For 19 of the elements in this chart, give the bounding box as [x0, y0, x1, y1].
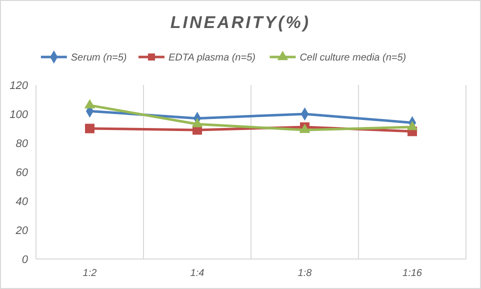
- point: [192, 118, 203, 128]
- legend-label: Serum (n=5): [70, 52, 127, 64]
- x-tick-label: 1:8: [298, 268, 312, 279]
- legend-label: Cell culture media (n=5): [300, 52, 406, 64]
- y-tick-label: 20: [14, 224, 29, 237]
- y-tick-label: 100: [10, 108, 29, 121]
- y-tick-label: 80: [16, 138, 29, 150]
- y-tick-label: 60: [16, 166, 29, 179]
- y-tick-label: 40: [16, 196, 29, 208]
- legend-label: EDTA plasma (n=5): [168, 52, 256, 64]
- x-tick-label: 1:16: [402, 268, 422, 279]
- x-tick-label: 1:4: [190, 268, 205, 279]
- point: [85, 124, 94, 134]
- x-tick-label: 1:2: [82, 268, 98, 279]
- y-tick-label: 0: [22, 254, 29, 266]
- point: [406, 120, 418, 130]
- point: [84, 99, 96, 108]
- chart-title: LINEARITY(%): [170, 13, 311, 32]
- y-tick-label: 120: [10, 80, 29, 92]
